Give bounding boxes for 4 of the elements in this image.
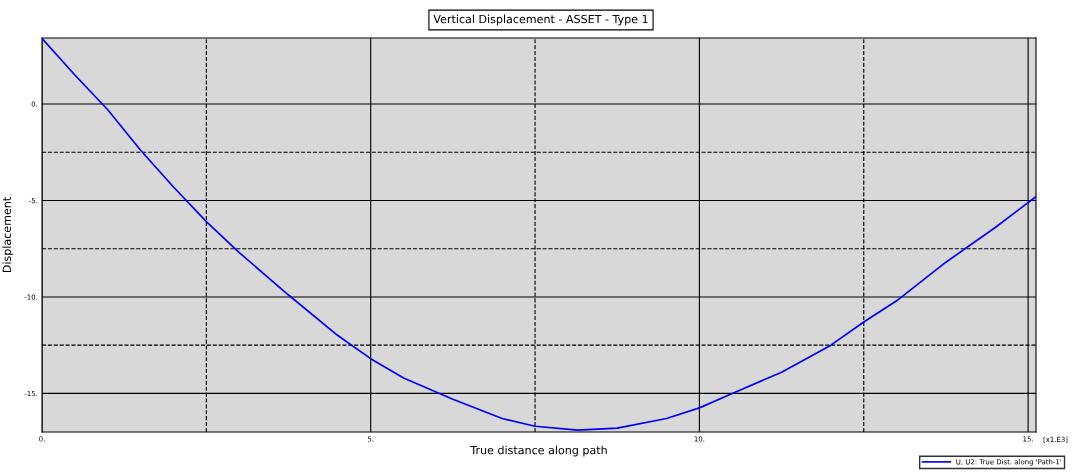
x-axis-title: True distance along path — [470, 445, 607, 457]
y-axis-title: Displacement — [2, 197, 14, 273]
line-series — [42, 38, 1036, 431]
chart-title: Vertical Displacement - ASSET - Type 1 — [433, 14, 648, 26]
